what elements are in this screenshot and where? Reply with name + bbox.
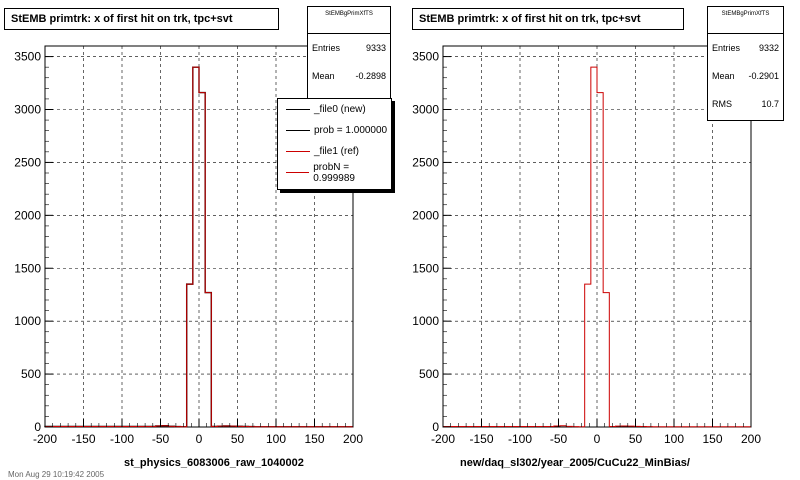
legend-label: probN = 0.999989 xyxy=(313,161,355,184)
stats-value: 10.7 xyxy=(761,99,779,109)
x-tick-label: 200 xyxy=(741,432,761,446)
left-legend: _file0 (new) prob = 1.000000 _file1 (ref… xyxy=(277,98,392,190)
y-tick-label: 2500 xyxy=(14,155,41,169)
y-tick-label: 1500 xyxy=(14,261,41,275)
y-tick-label: 0 xyxy=(432,420,439,434)
stats-value: 9332 xyxy=(758,43,779,53)
legend-label: _file1 (ref) xyxy=(314,146,360,157)
right-stats-name: StEMBgPrimXfTS xyxy=(708,7,783,34)
y-tick-label: 3500 xyxy=(14,50,41,64)
x-tick-label: 50 xyxy=(231,432,245,446)
legend-label: _file0 (new) xyxy=(314,104,366,115)
x-tick-label: 150 xyxy=(702,432,722,446)
y-tick-label: 3000 xyxy=(14,103,41,117)
plot-frame xyxy=(442,45,752,428)
legend-line-swatch xyxy=(286,172,310,173)
y-tick-label: 2000 xyxy=(14,208,41,222)
histogram-series-1 xyxy=(44,66,353,428)
stats-value: -0.2901 xyxy=(748,71,779,81)
legend-line-swatch xyxy=(286,130,310,131)
x-tick-label: -100 xyxy=(508,432,532,446)
right-stats-row-mean: Mean -0.2901 xyxy=(708,62,783,90)
left-chart-title: StEMB primtrk: x of first hit on trk, tp… xyxy=(4,8,279,30)
x-tick-label: -50 xyxy=(550,432,568,446)
x-tick-label: -200 xyxy=(33,432,57,446)
right-chart-title: StEMB primtrk: x of first hit on trk, tp… xyxy=(412,8,684,30)
y-tick-label: 500 xyxy=(419,367,439,381)
x-tick-label: -150 xyxy=(469,432,493,446)
stats-label: Entries xyxy=(712,43,741,53)
x-tick-label: -100 xyxy=(110,432,134,446)
x-tick-label: 100 xyxy=(266,432,286,446)
stats-value: 9333 xyxy=(365,43,386,53)
left-x-axis-label: st_physics_6083006_raw_1040002 xyxy=(124,457,304,469)
x-tick-label: 150 xyxy=(304,432,324,446)
histogram-series-0 xyxy=(442,66,751,428)
legend-label: prob = 1.000000 xyxy=(314,125,388,136)
y-tick-label: 1500 xyxy=(412,261,439,275)
x-tick-label: -200 xyxy=(431,432,455,446)
left-stats-name: StEMBgPrimXfTS xyxy=(308,7,390,34)
right-stats-row-entries: Entries 9332 xyxy=(708,34,783,62)
y-tick-label: 3000 xyxy=(412,103,439,117)
legend-entry: _file0 (new) xyxy=(278,99,391,120)
legend-line-swatch xyxy=(286,109,310,110)
x-tick-label: 100 xyxy=(664,432,684,446)
left-stats-row-entries: Entries 9333 xyxy=(308,34,390,62)
right-x-axis-label: new/daq_sl302/year_2005/CuCu22_MinBias/ xyxy=(460,457,690,469)
y-tick-label: 1000 xyxy=(412,314,439,328)
legend-entry: probN = 0.999989 xyxy=(278,161,391,184)
footer-timestamp: Mon Aug 29 10:19:42 2005 xyxy=(8,470,105,479)
x-tick-label: 50 xyxy=(629,432,643,446)
stats-value: -0.2898 xyxy=(355,71,386,81)
y-tick-label: 3500 xyxy=(412,50,439,64)
stats-label: Entries xyxy=(312,43,341,53)
stats-label: RMS xyxy=(712,99,732,109)
stats-label: Mean xyxy=(712,71,735,81)
y-tick-label: 1000 xyxy=(14,314,41,328)
x-tick-label: 200 xyxy=(343,432,363,446)
right-stats-box: StEMBgPrimXfTS Entries 9332 Mean -0.2901… xyxy=(707,6,784,121)
left-stats-box: StEMBgPrimXfTS Entries 9333 Mean -0.2898 xyxy=(307,6,391,102)
y-tick-label: 2500 xyxy=(412,155,439,169)
legend-line-swatch xyxy=(286,151,310,152)
x-tick-label: 0 xyxy=(196,432,203,446)
x-tick-label: -50 xyxy=(152,432,170,446)
left-stats-row-mean: Mean -0.2898 xyxy=(308,62,390,90)
right-stats-row-rms: RMS 10.7 xyxy=(708,90,783,118)
legend-entry: _file1 (ref) xyxy=(278,141,391,162)
y-tick-label: 0 xyxy=(34,420,41,434)
legend-entry: prob = 1.000000 xyxy=(278,120,391,141)
x-tick-label: -150 xyxy=(71,432,95,446)
stats-label: Mean xyxy=(312,71,335,81)
y-tick-label: 500 xyxy=(21,367,41,381)
y-tick-label: 2000 xyxy=(412,208,439,222)
x-tick-label: 0 xyxy=(594,432,601,446)
